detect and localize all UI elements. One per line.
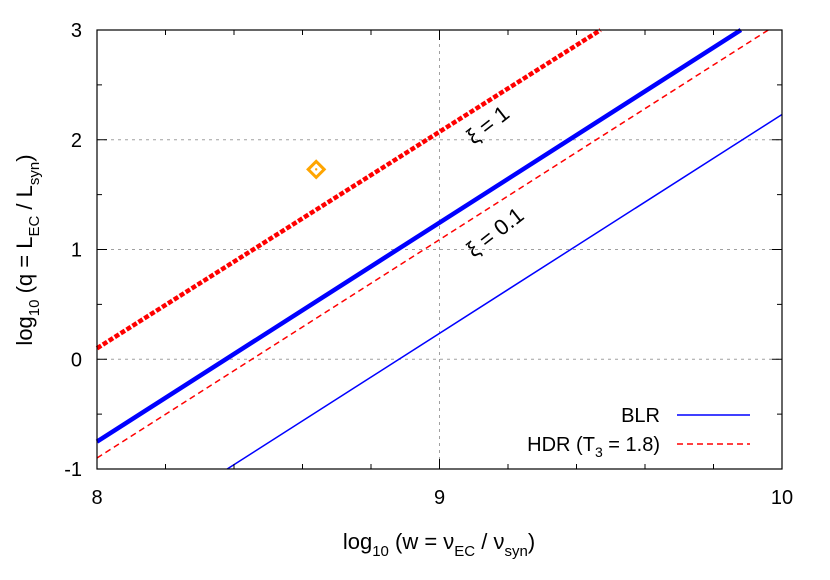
x-axis-label: log10 (w = νEC / νsyn) — [343, 529, 535, 560]
y-tick-label: 2 — [71, 130, 82, 152]
tick-labels: 8 9 10 -1 0 1 2 3 — [64, 20, 793, 509]
series-line — [96, 29, 769, 459]
y-tick-label: -1 — [64, 459, 82, 481]
x-tick-label: 8 — [91, 487, 102, 509]
annotations: ξ = 1 ξ = 0.1 — [461, 100, 528, 262]
y-tick-label: 0 — [71, 349, 82, 371]
series-line — [95, 28, 602, 351]
series-line — [226, 113, 783, 470]
x-tick-label: 9 — [434, 487, 445, 509]
legend-label: BLR — [621, 405, 660, 427]
legend: BLR HDR (T3 = 1.8) — [527, 405, 750, 460]
x-tick-label: 10 — [771, 487, 793, 509]
ticks — [96, 29, 783, 470]
y-tick-label: 3 — [71, 20, 82, 42]
y-axis-label: log10 (q = LEC / Lsyn) — [12, 154, 43, 345]
annotation-label: ξ = 1 — [461, 100, 514, 149]
data-point-dot — [315, 168, 318, 171]
annotation-label: ξ = 0.1 — [461, 202, 528, 262]
data-point — [306, 159, 327, 180]
points-layer — [306, 159, 327, 180]
y-tick-label: 1 — [71, 240, 82, 262]
grid — [97, 30, 782, 469]
series-layer — [95, 28, 783, 470]
series-line — [95, 28, 743, 444]
legend-label: HDR (T3 = 1.8) — [527, 434, 660, 460]
